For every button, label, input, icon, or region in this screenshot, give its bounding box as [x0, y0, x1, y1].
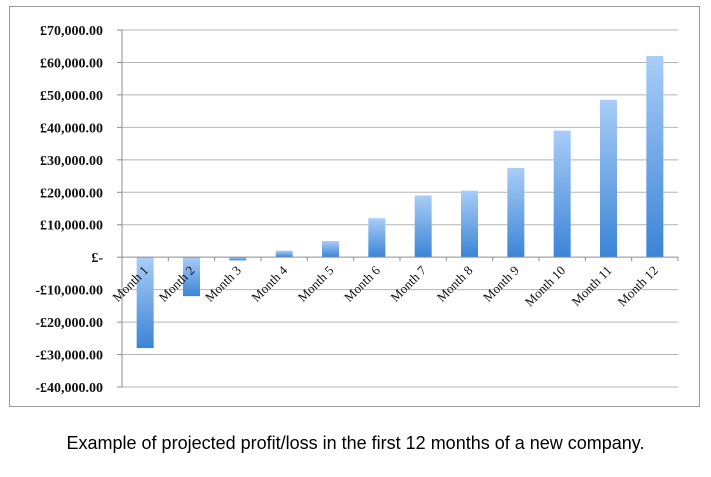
- y-tick-label: £30,000.00: [40, 154, 103, 169]
- y-tick-label: £10,000.00: [40, 219, 103, 234]
- x-tick-label: Month 8: [434, 263, 476, 305]
- y-tick-label: £70,000.00: [40, 24, 103, 39]
- chart: £70,000.00 £60,000.00 £50,000.00 £40,000.00…: [35, 24, 679, 396]
- bar-month-1: [136, 257, 154, 349]
- y-tick-label: £40,000.00: [40, 121, 103, 136]
- bar-month-6: [368, 218, 386, 258]
- x-tick-label: Month 9: [480, 263, 522, 305]
- bar-month-7: [414, 195, 432, 258]
- bar-month-10: [553, 130, 571, 258]
- chart-frame: [9, 6, 700, 407]
- y-tick-label: £-: [91, 251, 103, 266]
- x-tick-label: Month 7: [387, 262, 429, 304]
- x-tick-label: Month 3: [202, 263, 244, 305]
- x-tick-label: Month 12: [614, 263, 661, 310]
- x-tick-label: Month 5: [295, 263, 337, 305]
- bar-month-12: [646, 55, 664, 258]
- y-tick-label: -£10,000.00: [35, 284, 103, 299]
- y-tick-label: £20,000.00: [40, 186, 103, 201]
- bar-month-5: [322, 240, 339, 258]
- bar-month-11: [600, 99, 617, 258]
- bar-month-8: [461, 190, 478, 258]
- x-tick-label: Month 10: [522, 263, 569, 310]
- x-tick-label: Month 4: [248, 262, 290, 304]
- x-tick-label: Month 6: [341, 262, 383, 304]
- y-tick-label: £60,000.00: [40, 56, 103, 71]
- chart-caption: Example of projected profit/loss in the …: [66, 433, 645, 453]
- bar-month-4: [275, 250, 293, 258]
- bar-month-2: [183, 257, 200, 297]
- bar-month-3: [229, 257, 247, 261]
- bar-month-9: [507, 167, 525, 258]
- x-tick-label: Month 11: [568, 263, 614, 309]
- y-tick-label: -£30,000.00: [35, 349, 103, 364]
- y-tick-label: -£40,000.00: [35, 381, 103, 396]
- y-tick-label: £50,000.00: [40, 89, 103, 104]
- y-tick-label: -£20,000.00: [35, 316, 103, 331]
